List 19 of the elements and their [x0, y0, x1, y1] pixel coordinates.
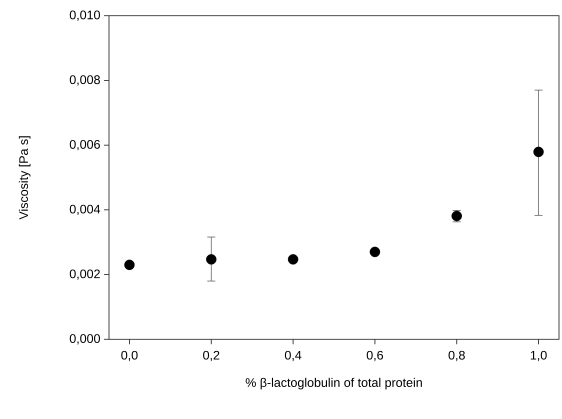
point: [370, 246, 380, 258]
y-tick-label: 0,008: [70, 75, 100, 86]
y-tick-label: 0,000: [70, 334, 100, 344]
y-axis-title: Viscosity [Pa s]: [18, 136, 30, 220]
x-tick-label: 0,6: [366, 350, 384, 362]
y-tick-label: 0,004: [70, 204, 100, 216]
x-tick-label: 0,2: [203, 350, 220, 362]
x-tick-label: 0,0: [121, 350, 138, 362]
point: [533, 146, 544, 158]
x-axis-title: % β-lactoglobulin of total protein: [246, 378, 422, 390]
y-tick-label: 0,006: [70, 140, 100, 150]
point: [206, 254, 216, 265]
x-tick-label: 0,4: [284, 350, 302, 362]
y-tick-label: 0,002: [70, 269, 100, 280]
point: [288, 254, 298, 265]
x-tick-label: 1,0: [530, 350, 547, 362]
y-tick-label: 0,010: [70, 10, 100, 21]
point: [124, 260, 135, 270]
x-tick-label: 0,8: [448, 350, 465, 362]
